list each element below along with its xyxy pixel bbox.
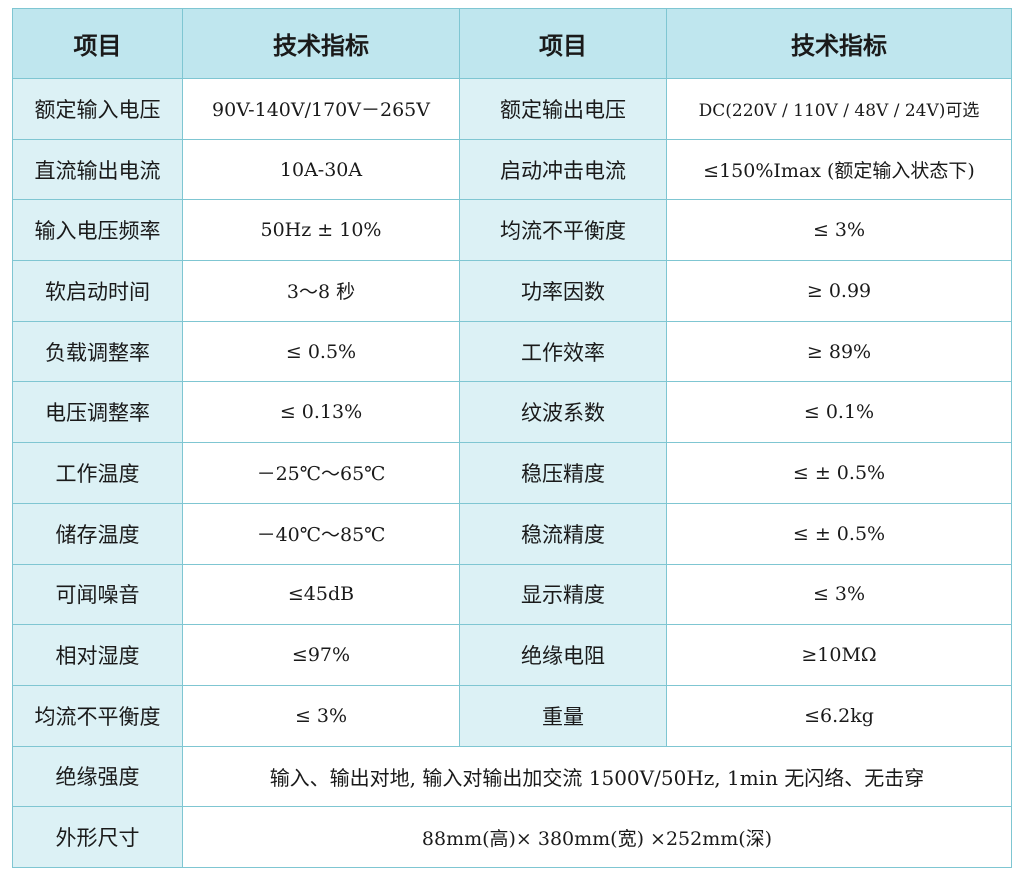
table-row: 输入电压频率 50Hz ± 10% 均流不平衡度 ≤ 3% bbox=[12, 199, 1012, 262]
item-value: ≤ 0.1% bbox=[666, 381, 1012, 444]
item-value: ≤ 3% bbox=[666, 563, 1012, 626]
table-row: 电压调整率 ≤ 0.13% 纹波系数 ≤ 0.1% bbox=[12, 381, 1012, 444]
spec-table: 项目 技术指标 项目 技术指标 额定输入电压 90V-140V/170V－265… bbox=[12, 8, 1012, 868]
dimensions-label: 外形尺寸 bbox=[12, 806, 183, 868]
item-value: ≤45dB bbox=[182, 563, 460, 626]
item-value: ≤ 3% bbox=[182, 684, 460, 747]
insulation-value: 输入、输出对地, 输入对输出加交流 1500V/50Hz, 1min 无闪络、无… bbox=[182, 745, 1012, 808]
item-label: 相对湿度 bbox=[12, 624, 183, 686]
item-label: 可闻噪音 bbox=[12, 563, 183, 626]
item-value: DC(220V / 110V / 48V / 24V)可选 bbox=[666, 78, 1012, 140]
item-value: ≤ 0.5% bbox=[182, 320, 460, 383]
item-label: 工作温度 bbox=[12, 442, 183, 504]
table-row: 负载调整率 ≤ 0.5% 工作效率 ≥ 89% bbox=[12, 320, 1012, 383]
item-label: 启动冲击电流 bbox=[459, 138, 667, 201]
item-label: 电压调整率 bbox=[12, 381, 183, 444]
item-value: ≤6.2kg bbox=[666, 684, 1012, 747]
table-row: 可闻噪音 ≤45dB 显示精度 ≤ 3% bbox=[12, 563, 1012, 626]
item-label: 储存温度 bbox=[12, 502, 183, 565]
table-row-dimensions: 外形尺寸 88mm(高)× 380mm(宽) ×252mm(深) bbox=[12, 806, 1012, 868]
table-row: 额定输入电压 90V-140V/170V－265V 额定输出电压 DC(220V… bbox=[12, 78, 1012, 140]
item-label: 输入电压频率 bbox=[12, 199, 183, 262]
item-value: ≤ 0.13% bbox=[182, 381, 460, 444]
header-spec-1: 技术指标 bbox=[182, 8, 460, 79]
header-row: 项目 技术指标 项目 技术指标 bbox=[12, 8, 1012, 79]
item-value: ≥10MΩ bbox=[666, 624, 1012, 686]
item-value: 3～8 秒 bbox=[182, 260, 460, 322]
item-label: 直流输出电流 bbox=[12, 138, 183, 201]
insulation-label: 绝缘强度 bbox=[12, 745, 183, 808]
item-label: 负载调整率 bbox=[12, 320, 183, 383]
header-spec-2: 技术指标 bbox=[666, 8, 1012, 79]
item-value: ≤ 3% bbox=[666, 199, 1012, 262]
table-row: 均流不平衡度 ≤ 3% 重量 ≤6.2kg bbox=[12, 684, 1012, 747]
table-row: 工作温度 －25℃～65℃ 稳压精度 ≤ ± 0.5% bbox=[12, 442, 1012, 504]
item-label: 额定输入电压 bbox=[12, 78, 183, 140]
header-item-1: 项目 bbox=[12, 8, 183, 79]
item-label: 功率因数 bbox=[459, 260, 667, 322]
dimensions-value: 88mm(高)× 380mm(宽) ×252mm(深) bbox=[182, 806, 1012, 868]
item-label: 纹波系数 bbox=[459, 381, 667, 444]
item-value: ≥ 89% bbox=[666, 320, 1012, 383]
item-label: 额定输出电压 bbox=[459, 78, 667, 140]
table-row-insulation: 绝缘强度 输入、输出对地, 输入对输出加交流 1500V/50Hz, 1min … bbox=[12, 745, 1012, 808]
item-value: ≥ 0.99 bbox=[666, 260, 1012, 322]
item-label: 均流不平衡度 bbox=[459, 199, 667, 262]
item-label: 稳流精度 bbox=[459, 502, 667, 565]
item-value: 50Hz ± 10% bbox=[182, 199, 460, 262]
item-label: 绝缘电阻 bbox=[459, 624, 667, 686]
item-label: 工作效率 bbox=[459, 320, 667, 383]
item-value: －40℃～85℃ bbox=[182, 502, 460, 565]
item-value: ≤97% bbox=[182, 624, 460, 686]
item-value: 10A-30A bbox=[182, 138, 460, 201]
table-row: 相对湿度 ≤97% 绝缘电阻 ≥10MΩ bbox=[12, 624, 1012, 686]
item-label: 重量 bbox=[459, 684, 667, 747]
table-row: 直流输出电流 10A-30A 启动冲击电流 ≤150%Imax (额定输入状态下… bbox=[12, 138, 1012, 201]
item-value: ≤150%Imax (额定输入状态下) bbox=[666, 138, 1012, 201]
item-value: －25℃～65℃ bbox=[182, 442, 460, 504]
table-body: 额定输入电压 90V-140V/170V－265V 额定输出电压 DC(220V… bbox=[12, 78, 1012, 868]
table-header: 项目 技术指标 项目 技术指标 bbox=[12, 8, 1012, 79]
item-label: 稳压精度 bbox=[459, 442, 667, 504]
item-value: ≤ ± 0.5% bbox=[666, 502, 1012, 565]
item-value: ≤ ± 0.5% bbox=[666, 442, 1012, 504]
item-value: 90V-140V/170V－265V bbox=[182, 78, 460, 140]
item-label: 软启动时间 bbox=[12, 260, 183, 322]
table-row: 储存温度 －40℃～85℃ 稳流精度 ≤ ± 0.5% bbox=[12, 502, 1012, 565]
item-label: 显示精度 bbox=[459, 563, 667, 626]
header-item-2: 项目 bbox=[459, 8, 667, 79]
item-label: 均流不平衡度 bbox=[12, 684, 183, 747]
table-row: 软启动时间 3～8 秒 功率因数 ≥ 0.99 bbox=[12, 260, 1012, 322]
